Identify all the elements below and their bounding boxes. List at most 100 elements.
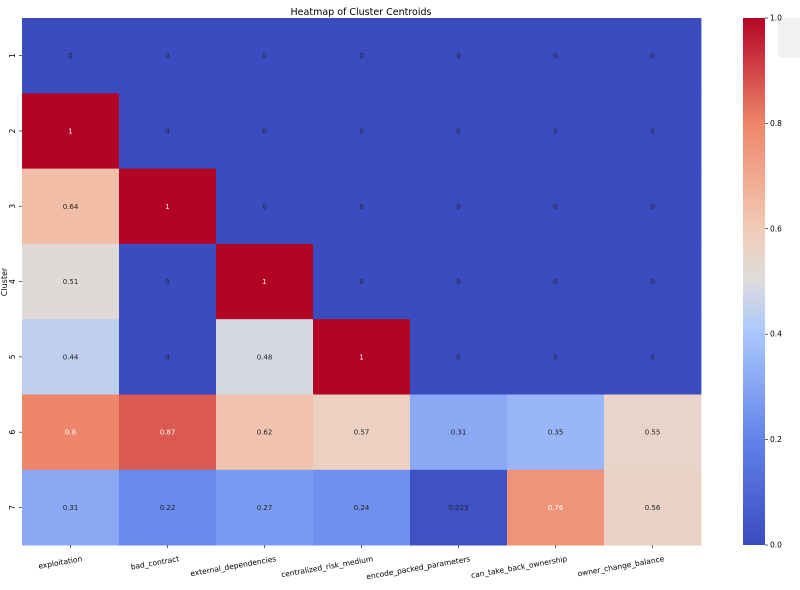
column-tick-label: centralized_risk_medium [280, 554, 373, 579]
cell-value-label: 0 [456, 203, 460, 211]
heatmap-cell [22, 18, 120, 94]
colorbar-tick-label: 0.4 [770, 330, 782, 339]
heatmap-cell [22, 394, 120, 471]
heatmap-cell [216, 93, 314, 169]
cell-value-label: 0 [262, 127, 266, 135]
cell-value-label: 0 [262, 203, 266, 211]
cell-value-label: 0.48 [257, 353, 273, 361]
cell-value-label: 0 [165, 127, 169, 135]
cell-value-label: 0.62 [257, 429, 273, 437]
cell-value-label: 0.44 [63, 353, 79, 361]
cell-value-label: 1 [359, 353, 363, 361]
heatmap-cell [507, 469, 605, 546]
cell-value-label: 0.76 [548, 504, 564, 512]
cell-value-label: 0 [262, 52, 266, 60]
heatmap-cell [22, 319, 120, 395]
cell-value-label: 0 [650, 353, 654, 361]
heatmap-cell [313, 394, 411, 471]
cell-value-label: 0 [165, 278, 169, 286]
cell-value-label: 1 [68, 127, 72, 135]
heatmap-cell [410, 469, 508, 546]
heatmap-cell [22, 168, 120, 245]
cell-value-label: 0 [553, 52, 557, 60]
heatmap-cell [410, 93, 508, 169]
heatmap-cell [604, 469, 702, 546]
row-tick-label: 6 [8, 430, 17, 435]
colorbar-tick-label: 0.0 [770, 541, 782, 550]
cell-value-label: 0 [650, 278, 654, 286]
heatmap-cell [410, 243, 508, 320]
cell-value-label: 1 [165, 203, 169, 211]
cell-value-label: 0 [456, 353, 460, 361]
row-tick-label: 3 [8, 204, 17, 209]
row-tick-label: 1 [8, 53, 17, 58]
heatmap-cell [507, 243, 605, 320]
cell-value-label: 0.87 [160, 429, 176, 437]
cell-value-label: 0 [456, 52, 460, 60]
heatmap-cell [119, 18, 217, 94]
cell-value-label: 0.57 [354, 429, 370, 437]
heatmap-cell [507, 168, 605, 245]
colorbar [743, 18, 765, 545]
heatmap-cell [216, 243, 314, 320]
heatmap-cell [604, 243, 702, 320]
cell-value-label: 0.8 [65, 429, 76, 437]
cell-value-label: 0 [359, 203, 363, 211]
heatmap-cell [313, 93, 411, 169]
cell-value-label: 0.35 [548, 429, 564, 437]
row-tick-label: 7 [8, 505, 17, 510]
heatmap-cell [22, 243, 120, 320]
heatmap-cell [22, 93, 120, 169]
colorbar-tick-label: 0.8 [770, 119, 782, 128]
column-tick-label: can_take_back_ownership [470, 554, 568, 580]
heatmap-cell [313, 469, 411, 546]
cell-value-label: 0 [553, 353, 557, 361]
colorbar-tick-label: 1.0 [770, 14, 782, 23]
cell-value-label: 0.51 [63, 278, 79, 286]
cell-value-label: 0.24 [354, 504, 370, 512]
cell-value-label: 0 [650, 127, 654, 135]
cell-value-label: 1 [262, 278, 266, 286]
heatmap-cell [604, 168, 702, 245]
heatmap-cell [216, 18, 314, 94]
heatmap-cell [216, 394, 314, 471]
heatmap-cell [22, 469, 120, 546]
cell-value-label: 0.023 [448, 504, 468, 512]
cell-value-label: 0 [553, 127, 557, 135]
heatmap-cell [119, 394, 217, 471]
cell-value-label: 0 [456, 278, 460, 286]
heatmap-cell [507, 18, 605, 94]
cell-value-label: 0 [359, 278, 363, 286]
cell-value-label: 0 [650, 52, 654, 60]
column-tick-label: encode_packed_parameters [365, 554, 470, 581]
chart-title: Heatmap of Cluster Centroids [291, 7, 432, 18]
row-tick-label: 5 [8, 354, 17, 359]
cell-value-label: 0 [165, 52, 169, 60]
heatmap-cell [119, 168, 217, 245]
cell-value-label: 0.56 [645, 504, 661, 512]
row-tick-labels: 1 2 3 4 5 6 7 [8, 53, 22, 510]
heatmap-cell [119, 243, 217, 320]
heatmap-cell [119, 469, 217, 546]
cell-value-label: 0.55 [645, 429, 661, 437]
cell-value-label: 0 [359, 127, 363, 135]
colorbar-tick-labels: 0.0 0.2 0.4 0.6 0.8 1.0 [765, 14, 782, 550]
column-tick-label: bad_contract [130, 554, 180, 571]
heatmap-cell [119, 319, 217, 395]
corner-button[interactable] [778, 18, 800, 58]
heatmap-cell [410, 319, 508, 395]
column-tick-label: external_dependencies [190, 554, 277, 578]
heatmap-cell [216, 469, 314, 546]
heatmap-cell [313, 168, 411, 245]
heatmap-cells [22, 18, 702, 546]
colorbar-tick-label: 0.2 [770, 435, 782, 444]
cell-value-label: 0 [456, 127, 460, 135]
cell-value-label: 0 [68, 52, 72, 60]
cell-value-label: 0.31 [451, 429, 467, 437]
column-tick-label: exploitation [38, 554, 83, 571]
heatmap-cell [604, 93, 702, 169]
heatmap-cell [507, 394, 605, 471]
row-tick-label: 4 [8, 279, 17, 284]
heatmap-cell [507, 93, 605, 169]
